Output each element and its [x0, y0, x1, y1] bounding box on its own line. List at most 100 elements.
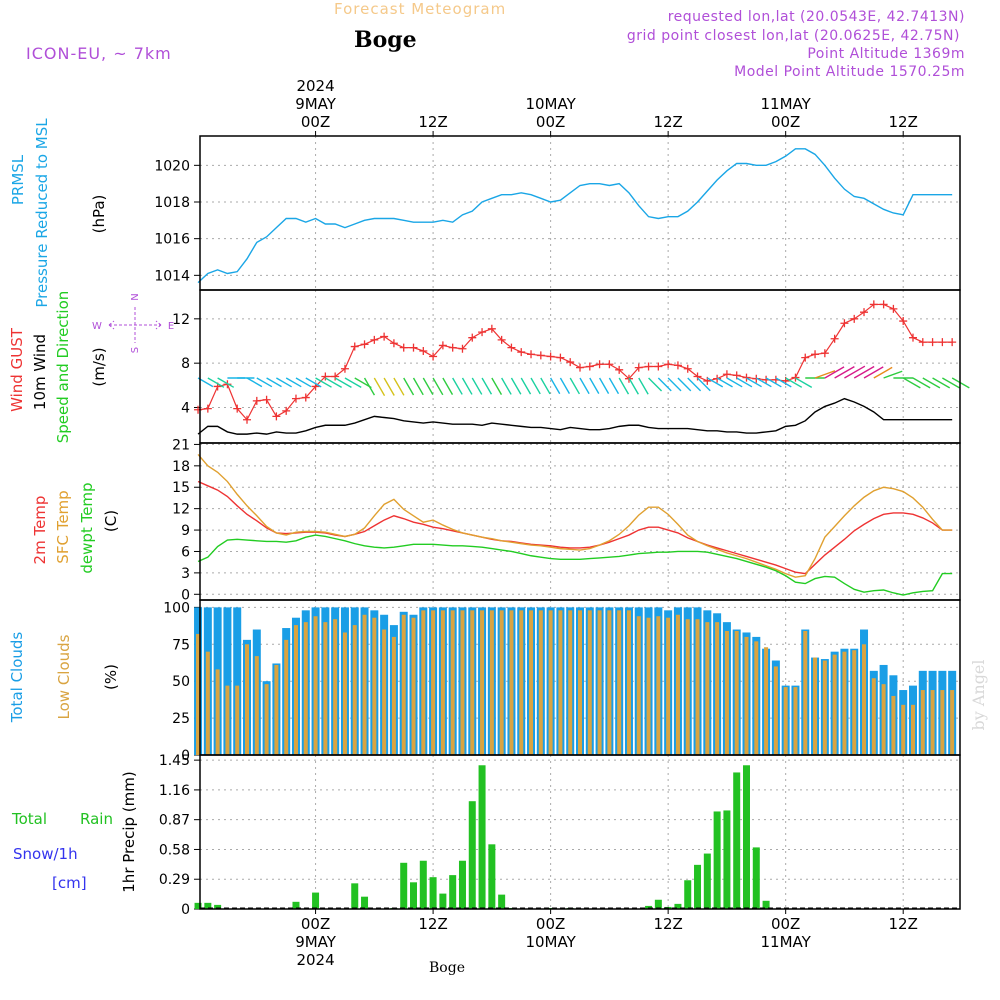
year-label-bottom: 2024: [296, 951, 334, 969]
ylabel-total-clouds: Total Clouds: [8, 632, 26, 724]
y-tick-label: 9: [181, 523, 190, 539]
low-cloud-bar: [910, 704, 915, 755]
rain-bar: [214, 904, 222, 909]
low-cloud-bar: [470, 610, 475, 755]
y-tick-label: 12: [172, 312, 190, 328]
y-tick-label: 12: [172, 502, 190, 518]
low-cloud-bar: [421, 610, 426, 755]
wind-gust-marker: [282, 406, 291, 415]
wind-arrow: [863, 366, 884, 379]
wind-gust-marker: [301, 393, 310, 402]
low-cloud-bar: [460, 610, 465, 755]
low-cloud-bar: [793, 687, 798, 755]
wind-arrow: [883, 370, 903, 379]
wind-gust-marker: [918, 338, 927, 347]
wind-arrow: [716, 377, 733, 388]
wind-gust-marker: [860, 308, 869, 317]
wind-arrow: [834, 365, 855, 379]
wind-gust-marker: [203, 404, 212, 413]
y-tick-label: 1014: [154, 268, 190, 284]
wind-arrow: [344, 377, 362, 389]
low-cloud-bar: [832, 654, 837, 755]
low-cloud-bar: [734, 631, 739, 755]
low-cloud-bar: [215, 669, 220, 755]
low-cloud-bar: [891, 695, 896, 755]
wind-arrow: [569, 377, 581, 395]
rain-bar: [684, 880, 692, 909]
compass-north: N: [130, 293, 141, 300]
wind-gust-marker: [536, 351, 545, 360]
rain-bar: [449, 875, 457, 909]
y-tick-label: 21: [172, 437, 190, 453]
ylabel-precip: 1hr Precip (mm): [120, 771, 138, 892]
wind-arrow: [657, 377, 672, 392]
wind-arrow: [814, 370, 836, 379]
low-cloud-bar: [548, 610, 553, 755]
date-label-bottom: 11MAY: [761, 933, 812, 951]
low-cloud-bar: [940, 690, 945, 755]
label-snow: Snow/1h: [13, 845, 78, 863]
low-cloud-bar: [744, 636, 749, 755]
wind-arrow: [481, 377, 493, 395]
low-cloud-bar: [274, 664, 279, 755]
low-cloud-bar: [862, 644, 867, 755]
low-cloud-bar: [852, 650, 857, 755]
wind-arrow: [315, 377, 332, 388]
date-label-top: 11MAY: [761, 95, 812, 113]
time-label-bottom: 00Z: [771, 915, 800, 933]
total-cloud-bar: [223, 607, 232, 755]
ylabel-2m-temp: 2m Temp: [31, 496, 49, 565]
low-cloud-bar: [920, 690, 925, 755]
wind-arrow: [873, 366, 893, 379]
low-cloud-bar: [303, 622, 308, 755]
panel-frame: [199, 754, 961, 910]
wind-gust-marker: [243, 415, 252, 424]
wind-gust-marker: [605, 360, 614, 369]
low-cloud-bar: [440, 610, 445, 755]
rain-bar: [654, 899, 662, 909]
rain-bar: [762, 900, 770, 909]
low-cloud-bar: [901, 704, 906, 755]
low-cloud-bar: [695, 619, 700, 755]
wind-gust-marker: [194, 405, 203, 414]
low-cloud-bar: [509, 610, 514, 755]
time-label-bottom: 12Z: [889, 915, 918, 933]
wind-10m-line: [197, 397, 953, 435]
wind-gust-marker: [850, 314, 859, 323]
date-label-top: 9MAY: [295, 95, 337, 113]
low-cloud-bar: [245, 644, 250, 755]
low-cloud-bar: [724, 631, 729, 755]
time-label-bottom: 00Z: [536, 915, 565, 933]
panel-frame: [199, 135, 961, 291]
wind-gust-marker: [683, 364, 692, 373]
wind-arrow: [530, 377, 541, 395]
time-label-top: 12Z: [889, 113, 918, 131]
rain-bar: [674, 903, 682, 909]
wind-gust-marker: [468, 333, 477, 342]
time-label-top: 12Z: [418, 113, 447, 131]
wind-gust-marker: [429, 352, 438, 361]
wind-arrow: [217, 377, 235, 388]
wind-arrow: [628, 377, 639, 395]
low-cloud-bar: [313, 616, 318, 755]
rain-bar: [723, 810, 731, 909]
rain-bar: [645, 905, 653, 909]
low-cloud-bar: [529, 610, 534, 755]
wind-gust-marker: [595, 360, 604, 369]
wind-arrow: [334, 377, 352, 389]
wind-gust-marker: [380, 332, 389, 341]
label-total: Total: [11, 810, 47, 828]
wind-gust-marker: [585, 362, 594, 371]
wind-arrow: [373, 377, 386, 397]
low-cloud-bar: [538, 610, 543, 755]
wind-arrow: [491, 377, 503, 395]
low-cloud-bar: [675, 614, 680, 755]
low-cloud-bar: [813, 657, 818, 755]
wind-gust-marker: [507, 343, 516, 352]
wind-gust-marker: [801, 353, 810, 362]
low-cloud-bar: [822, 660, 827, 755]
wind-gust-marker: [321, 372, 330, 381]
low-cloud-bar: [411, 617, 416, 755]
low-cloud-bar: [489, 610, 494, 755]
low-cloud-bar: [225, 685, 230, 755]
